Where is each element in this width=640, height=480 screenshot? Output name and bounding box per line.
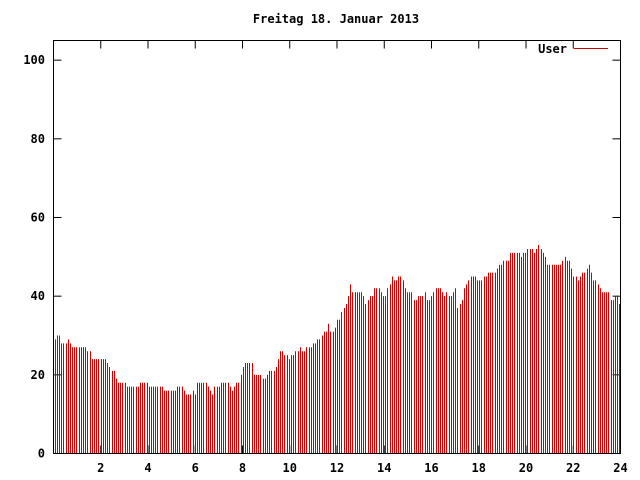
x-tick-label: 10: [283, 461, 297, 475]
x-tick-label: 6: [192, 461, 199, 475]
x-tick-label: 22: [566, 461, 580, 475]
y-tick-label: 20: [31, 368, 45, 382]
plot-frame: [53, 40, 621, 454]
y-tick-label: 80: [31, 132, 45, 146]
x-tick-label: 20: [519, 461, 533, 475]
y-tick-label: 100: [23, 53, 45, 67]
legend: User: [538, 42, 608, 56]
x-tick-label: 2: [97, 461, 104, 475]
x-tick-label: 12: [330, 461, 344, 475]
x-axis: 2 4 6 8 10 12 14 16 18 20 22 24: [97, 40, 628, 475]
y-axis: 0 20 40 60 80 100: [23, 53, 621, 461]
y-tick-label: 40: [31, 289, 45, 303]
x-tick-label: 18: [472, 461, 486, 475]
legend-label: User: [538, 42, 567, 56]
x-tick-label: 16: [424, 461, 438, 475]
x-tick-label: 4: [144, 461, 151, 475]
x-tick-label: 14: [377, 461, 391, 475]
chart-title: Freitag 18. Januar 2013: [253, 12, 419, 26]
x-tick-label: 24: [613, 461, 627, 475]
y-tick-label: 60: [31, 211, 45, 225]
plot-bars: [55, 245, 620, 454]
y-tick-label: 0: [38, 447, 45, 461]
x-tick-label: 8: [239, 461, 246, 475]
